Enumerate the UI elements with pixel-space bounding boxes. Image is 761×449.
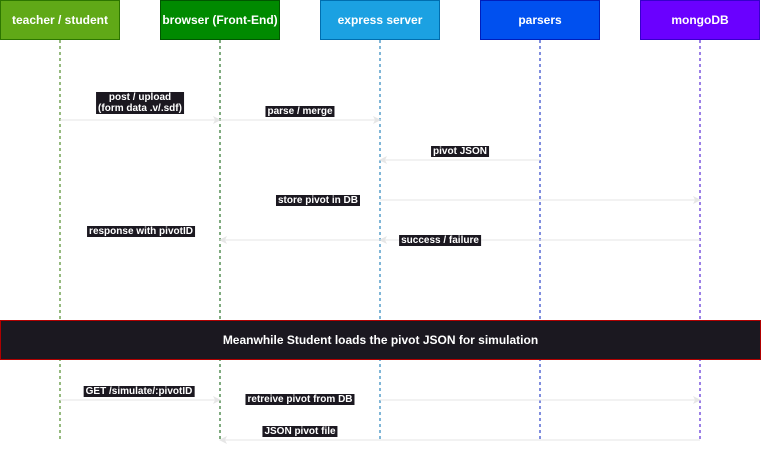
actor-label: teacher / student xyxy=(11,13,109,27)
actor-label: browser (Front-End) xyxy=(162,13,278,27)
message-label: pivot JSON xyxy=(431,146,489,157)
actor-teacher: teacher / student xyxy=(0,0,120,40)
note-banner-text: Meanwhile Student loads the pivot JSON f… xyxy=(222,333,539,347)
message-label: GET /simulate/:pivotID xyxy=(83,386,195,397)
note-banner: Meanwhile Student loads the pivot JSON f… xyxy=(0,320,761,360)
message-label: retreive pivot from DB xyxy=(245,394,355,405)
message-label: success / failure xyxy=(399,235,481,246)
actor-mongo: mongoDB xyxy=(640,0,760,40)
actor-label: mongoDB xyxy=(671,13,729,27)
message-label: response with pivotID xyxy=(87,226,195,237)
actor-express: express server xyxy=(320,0,440,40)
message-label: post / upload (form data .v/.sdf) xyxy=(96,92,184,114)
actor-label: express server xyxy=(337,13,423,27)
actor-parsers: parsers xyxy=(480,0,600,40)
message-label: parse / merge xyxy=(265,106,335,117)
message-label: JSON pivot file xyxy=(262,426,338,437)
actor-label: parsers xyxy=(518,13,562,27)
message-label: store pivot in DB xyxy=(275,195,361,206)
actor-browser: browser (Front-End) xyxy=(160,0,280,40)
